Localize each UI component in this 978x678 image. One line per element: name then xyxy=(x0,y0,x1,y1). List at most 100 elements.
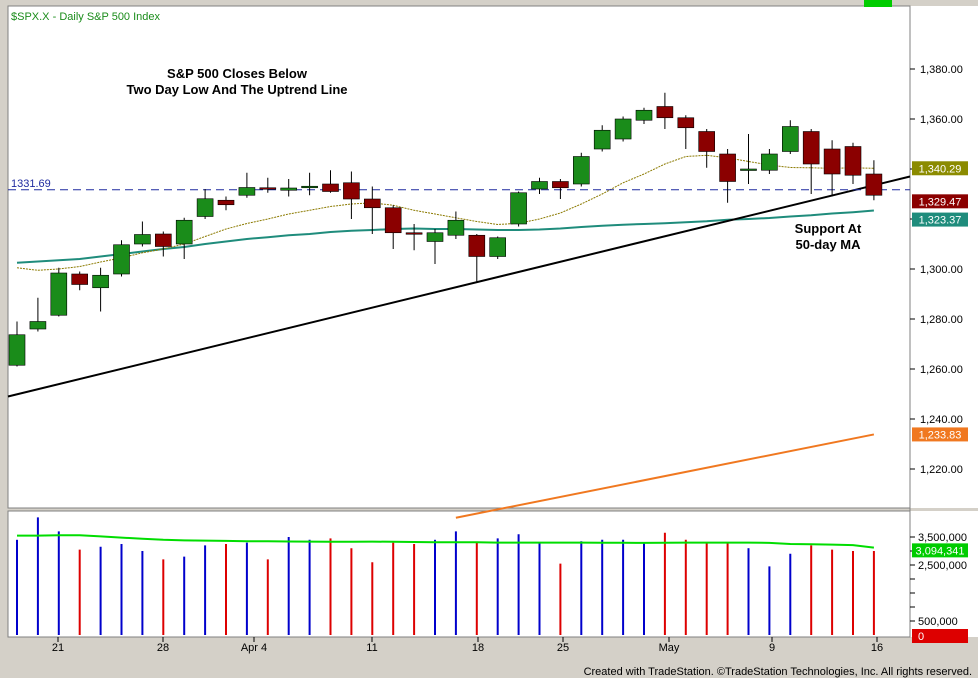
candle-body xyxy=(531,181,548,190)
header-name: S&P 500 Index xyxy=(87,11,161,23)
candle-body xyxy=(468,234,486,257)
candle-body xyxy=(259,187,277,190)
price-badge-bg xyxy=(912,212,968,227)
candle xyxy=(781,120,799,154)
annotation-title-line1: S&P 500 Closes Below xyxy=(167,66,308,81)
price-tick-label: 1,240.00 xyxy=(920,414,963,426)
candle-body xyxy=(447,219,465,236)
candle xyxy=(426,229,444,264)
header-interval: Daily xyxy=(59,11,84,23)
candle-body xyxy=(489,237,507,257)
header-symbol: $SPX.X xyxy=(11,11,50,23)
volume-badge-label: 0 xyxy=(918,631,924,643)
candle-body xyxy=(343,182,360,200)
status-marker xyxy=(864,0,892,7)
uptrend-line xyxy=(7,175,911,398)
candle xyxy=(468,234,486,283)
x-tick-label: May xyxy=(659,642,680,654)
price-axis-area xyxy=(910,6,978,508)
ma-200-line xyxy=(455,433,875,519)
candle xyxy=(50,267,68,317)
volume-tick-label: 500,000 xyxy=(918,616,958,628)
volume-panel xyxy=(7,510,911,638)
x-tick-label: 21 xyxy=(52,642,64,654)
ma-200-path xyxy=(455,433,875,519)
annotation-support-line1: Support At xyxy=(795,221,862,236)
candle-body xyxy=(113,244,130,275)
ma-10-path xyxy=(16,154,874,271)
candle xyxy=(343,171,360,219)
candle-body xyxy=(865,173,883,196)
price-tick-label: 1,360.00 xyxy=(920,114,963,126)
candle xyxy=(719,149,736,203)
candle-body xyxy=(8,334,26,366)
candle-body xyxy=(92,274,109,289)
candle-body xyxy=(823,148,841,175)
price-badges: 1331.69 1,340.29 1,329.47 1,323.37 1,233.83 xyxy=(11,161,968,442)
candle-body xyxy=(426,232,444,242)
x-tick-label: Apr 4 xyxy=(241,642,267,654)
candle xyxy=(865,160,883,201)
candle-body xyxy=(635,109,653,121)
candle-body xyxy=(29,321,47,330)
price-tick-label: 1,300.00 xyxy=(920,264,963,276)
candle xyxy=(322,170,339,193)
volume-axis-ticks: 500,0001,000,0001,500,0002,000,0002,500,… xyxy=(910,532,967,628)
candle-body xyxy=(656,106,674,119)
volume-tick-label: 3,500,000 xyxy=(918,532,967,544)
candle xyxy=(175,217,193,259)
price-tick-label: 1,280.00 xyxy=(920,314,963,326)
candle-body xyxy=(301,185,318,189)
candle xyxy=(196,189,214,219)
candle-body xyxy=(572,156,590,185)
candle-body xyxy=(175,219,193,245)
candle-body xyxy=(155,233,172,247)
candle-body xyxy=(802,131,820,165)
volume-average-path xyxy=(17,534,875,549)
candle xyxy=(489,236,507,259)
candle-body xyxy=(384,207,402,234)
candle xyxy=(614,116,632,142)
x-tick-label: 28 xyxy=(157,642,169,654)
candle-body xyxy=(740,168,757,171)
price-badge-label: 1,323.37 xyxy=(919,215,962,227)
candle-body xyxy=(217,199,235,206)
price-tick-label: 1,380.00 xyxy=(920,64,963,76)
candle-body xyxy=(552,181,569,189)
candle xyxy=(593,125,611,152)
candle xyxy=(740,134,757,184)
candle-body xyxy=(405,232,423,235)
candle-body xyxy=(196,198,214,217)
price-tick-label: 1,260.00 xyxy=(920,364,963,376)
candle xyxy=(531,177,548,194)
candles xyxy=(8,92,883,367)
x-tick-label: 11 xyxy=(366,642,377,654)
price-badge-label: 1,233.83 xyxy=(919,429,962,441)
candle xyxy=(656,92,674,129)
candle-body xyxy=(844,146,862,176)
candle xyxy=(71,271,88,291)
candle xyxy=(698,129,716,168)
candle xyxy=(217,196,235,211)
candle-body xyxy=(363,198,381,209)
candle-body xyxy=(593,129,611,150)
candle xyxy=(552,179,569,199)
candle-body xyxy=(781,126,799,152)
annotation-title-line2: Two Day Low And The Uptrend Line xyxy=(127,82,348,97)
price-badge-bg xyxy=(912,161,968,176)
hline-value-label: 1331.69 xyxy=(11,178,51,190)
candle xyxy=(761,149,778,174)
candle xyxy=(384,205,402,249)
volume-axis-area xyxy=(910,511,978,637)
volume-badge-bg xyxy=(912,543,968,558)
candle-body xyxy=(322,183,339,192)
candle xyxy=(8,321,26,367)
footer-credit: Created with TradeStation. ©TradeStation… xyxy=(584,666,972,678)
x-tick-label: 16 xyxy=(871,642,883,654)
candle xyxy=(677,115,695,149)
volume-bars xyxy=(16,517,875,635)
candle xyxy=(301,172,318,196)
x-tick-label: 18 xyxy=(472,642,484,654)
candle-body xyxy=(134,234,151,245)
